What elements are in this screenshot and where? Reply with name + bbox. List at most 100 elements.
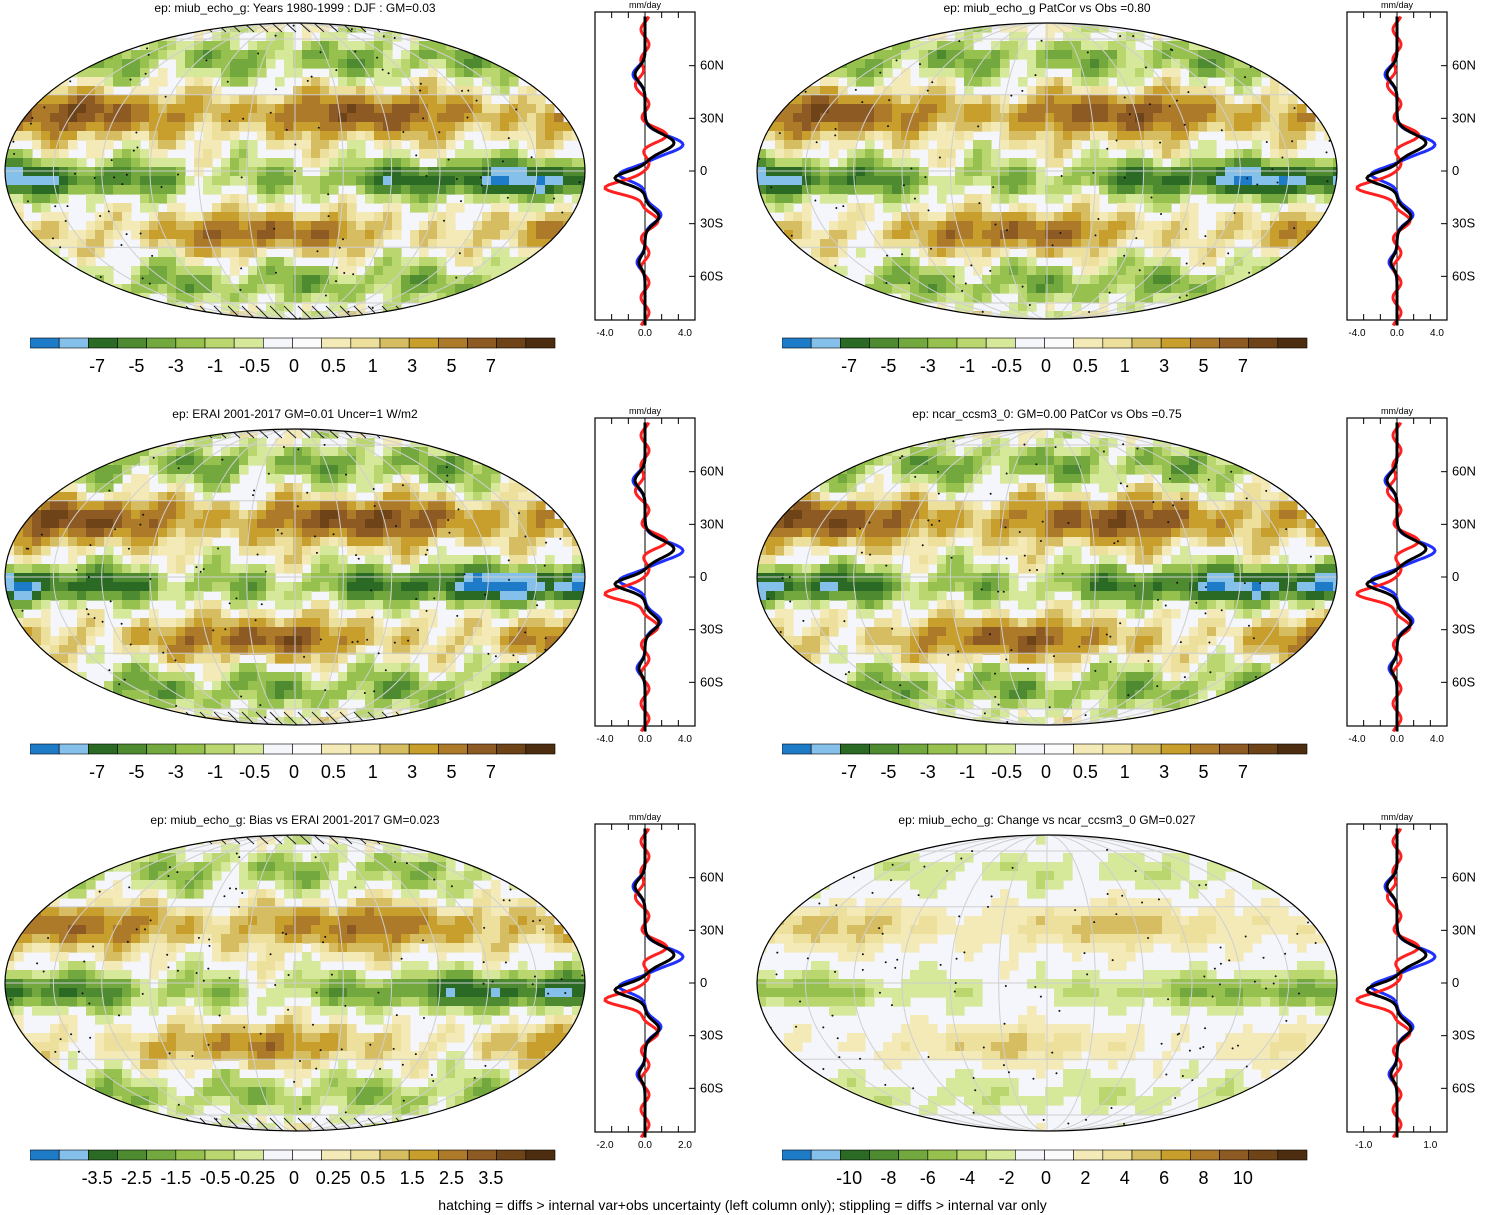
colorbar-label: 7	[486, 762, 496, 782]
colorbar-label: 1	[1120, 762, 1130, 782]
colorbar-swatch	[117, 1149, 147, 1161]
colorbar-swatch	[927, 337, 958, 349]
profile-ytick-label: 30S	[1452, 1028, 1475, 1043]
colorbar-swatch	[782, 337, 812, 349]
profile-ytick-label: 0	[1452, 569, 1459, 584]
colorbar-swatch	[869, 337, 899, 349]
colorbar-swatch	[840, 1149, 870, 1161]
colorbar-swatch	[321, 337, 352, 349]
colorbar-label: 0.5	[1073, 762, 1098, 782]
colorbar: -10 -8 -6 -4 -2 0 2 4 6 8 10	[782, 1149, 1308, 1188]
colorbar-swatch	[146, 337, 177, 349]
colorbar-swatch	[810, 1149, 841, 1161]
colorbar-label: 2.5	[439, 1168, 464, 1188]
colorbar-label: 5	[446, 356, 456, 376]
colorbar-swatch	[1102, 743, 1133, 755]
profile-xtick-label: -2.0	[596, 1140, 614, 1151]
colorbar-label: -2.5	[121, 1168, 152, 1188]
profile-ytick-label: 60N	[1452, 464, 1476, 479]
colorbar-swatch	[1248, 743, 1279, 755]
panel-title: ep: ncar_ccsm3_0: GM=0.00 PatCor vs Obs …	[912, 407, 1182, 421]
colorbar-label: 5	[446, 762, 456, 782]
panel-2: ep: miub_echo_g PatCor vs Obs =0.80 mm/d…	[752, 0, 1485, 400]
map-field	[757, 23, 1337, 319]
map	[4, 834, 586, 1132]
colorbar-swatch	[117, 743, 147, 755]
colorbar-label: 1	[368, 762, 378, 782]
colorbar-swatch	[1015, 337, 1045, 349]
colorbar-swatch	[88, 1149, 118, 1161]
colorbar-label: -0.25	[234, 1168, 275, 1188]
colorbar-swatch	[1160, 743, 1191, 755]
panel-title: ep: miub_echo_g: Bias vs ERAI 2001-2017 …	[150, 813, 440, 827]
colorbar-swatch	[408, 1149, 439, 1161]
colorbar-label: 5	[1198, 762, 1208, 782]
profile-xtick-label: -4.0	[596, 328, 614, 339]
colorbar-label: 1	[368, 356, 378, 376]
colorbar-swatch	[146, 743, 177, 755]
colorbar-label: 3.5	[478, 1168, 503, 1188]
colorbar-label: 0.5	[360, 1168, 385, 1188]
colorbar-swatch	[1015, 1149, 1045, 1161]
colorbar-swatch	[525, 743, 556, 755]
panel-1: ep: miub_echo_g: Years 1980-1999 : DJF :…	[0, 0, 740, 400]
profile-ytick-label: 60S	[700, 674, 723, 689]
map	[4, 22, 586, 320]
colorbar-swatch	[956, 743, 987, 755]
colorbar-label: -7	[841, 762, 857, 782]
colorbar-label: -1	[959, 762, 975, 782]
profile-xtick-label: 0.0	[638, 1140, 652, 1151]
colorbar-swatch	[840, 337, 870, 349]
profile-unit: mm/day	[1381, 0, 1414, 10]
colorbar-label: -5	[880, 356, 896, 376]
colorbar-swatch	[898, 1149, 929, 1161]
zonal-profile: mm/day -2.0 0.0 2.0 60N 30N 0 30S 60S	[594, 812, 724, 1151]
map	[756, 428, 1338, 726]
map-field	[5, 23, 585, 319]
profile-xtick-label: 0.0	[638, 328, 652, 339]
zonal-profile: mm/day -4.0 0.0 4.0 60N 30N 0 30S 60S	[594, 406, 724, 745]
colorbar-label: -3	[920, 356, 936, 376]
colorbar-swatch	[379, 1149, 410, 1161]
colorbar-swatch	[1248, 337, 1279, 349]
colorbar-label: 1	[1120, 356, 1130, 376]
profile-xtick-label: 1.0	[1423, 1140, 1437, 1151]
colorbar-swatch	[292, 337, 322, 349]
map	[4, 428, 586, 726]
colorbar-swatch	[782, 1149, 812, 1161]
profile-ytick-label: 30N	[1452, 110, 1476, 125]
profile-ytick-label: 30S	[700, 622, 723, 637]
panel-3: ep: ERAI 2001-2017 GM=0.01 Uncer=1 W/m2 …	[0, 406, 740, 806]
colorbar-label: -2	[999, 1168, 1015, 1188]
colorbar-label: 3	[407, 762, 417, 782]
colorbar-swatch	[1277, 743, 1308, 755]
colorbar-label: 0.25	[316, 1168, 351, 1188]
profile-ytick-label: 30S	[700, 216, 723, 231]
profile-xtick-label: 0.0	[1390, 734, 1404, 745]
profile-line-mean	[613, 16, 676, 326]
colorbar-label: 3	[1159, 762, 1169, 782]
colorbar-label: 0	[1041, 1168, 1051, 1188]
zonal-profile: mm/day -4.0 0.0 4.0 60N 30N 0 30S 60S	[594, 0, 724, 339]
colorbar-label: -0.5	[239, 356, 270, 376]
colorbar-label: 8	[1198, 1168, 1208, 1188]
colorbar-label: -5	[880, 762, 896, 782]
colorbar-label: -5	[128, 762, 144, 782]
colorbar-label: 5	[1198, 356, 1208, 376]
profile-ytick-label: 30N	[1452, 922, 1476, 937]
colorbar-swatch	[30, 337, 60, 349]
map	[756, 22, 1338, 320]
profile-unit: mm/day	[629, 0, 662, 10]
colorbar-swatch	[204, 743, 235, 755]
colorbar-swatch	[985, 1149, 1016, 1161]
profile-line-mean	[1365, 16, 1428, 326]
panel-title: ep: miub_echo_g: Years 1980-1999 : DJF :…	[154, 1, 436, 15]
profile-unit: mm/day	[1381, 406, 1414, 416]
profile-ytick-label: 30N	[1452, 516, 1476, 531]
profile-ytick-label: 0	[700, 975, 707, 990]
panel-4: ep: ncar_ccsm3_0: GM=0.00 PatCor vs Obs …	[752, 406, 1485, 806]
colorbar-label: -7	[841, 356, 857, 376]
colorbar-swatch	[438, 743, 468, 755]
profile-ytick-label: 30S	[700, 1028, 723, 1043]
colorbar: -7 -5 -3 -1 -0.5 0 0.5 1 3 5 7	[782, 743, 1308, 782]
